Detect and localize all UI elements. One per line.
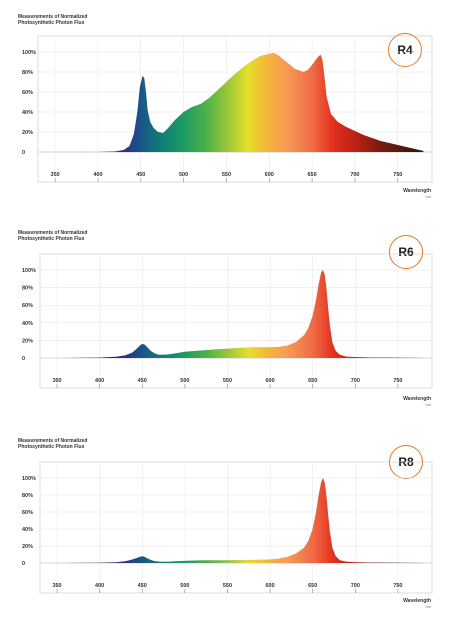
spectrum-chart: 100% 80% 60% 40% 20% 0 350 400 450 500 550 600 650 70… xyxy=(22,253,433,389)
y-axis-label-line-1: Measurements of Normalized xyxy=(18,230,88,236)
x-axis-unit: nm xyxy=(425,604,431,609)
y-tick-label: 0 xyxy=(22,561,25,567)
profile-badge: R4 xyxy=(388,33,422,67)
x-tick-label: 750 xyxy=(393,172,402,178)
x-tick-label: 600 xyxy=(265,583,274,589)
spectrum-area xyxy=(80,53,424,152)
spectrum-area xyxy=(65,270,424,358)
y-axis-label-line-2: Photosynthetic Photon Flux xyxy=(18,236,85,242)
plot-frame xyxy=(37,35,433,183)
x-tick-label: 400 xyxy=(93,172,102,178)
y-tick-label: 0 xyxy=(22,150,25,156)
x-tick-label: 700 xyxy=(350,172,359,178)
x-tick-label: 750 xyxy=(393,583,402,589)
x-tick-label: 450 xyxy=(138,378,147,384)
profile-badge: R6 xyxy=(389,235,423,269)
x-tick-label: 700 xyxy=(351,378,360,384)
chart-panel-r6: Measurements of Normalized Photosyntheti… xyxy=(0,212,455,424)
x-tick-label: 500 xyxy=(179,172,188,178)
x-tick-label: 550 xyxy=(223,583,232,589)
x-axis-label: Wavelength nm xyxy=(403,396,431,408)
x-tick-label: 450 xyxy=(136,172,145,178)
x-tick-label: 350 xyxy=(51,172,60,178)
y-tick-label: 40% xyxy=(22,321,33,327)
x-tick-label: 650 xyxy=(307,172,316,178)
x-tick-label: 500 xyxy=(180,583,189,589)
y-tick-label: 60% xyxy=(22,510,33,516)
plot-frame xyxy=(39,253,433,389)
y-axis-label-line-2: Photosynthetic Photon Flux xyxy=(18,444,85,450)
x-axis-unit: nm xyxy=(425,402,431,407)
x-tick-label: 600 xyxy=(265,378,274,384)
y-tick-label: 100% xyxy=(22,268,36,274)
y-axis-label: Measurements of Normalized Photosyntheti… xyxy=(18,230,138,242)
x-tick-label: 650 xyxy=(308,378,317,384)
x-tick-label: 500 xyxy=(180,378,189,384)
x-tick-label: 400 xyxy=(95,583,104,589)
chart-panel-r4: Measurements of Normalized Photosyntheti… xyxy=(0,0,455,212)
spectrum-chart: 100% 80% 60% 40% 20% 0 350 400 450 500 550 600 650 70… xyxy=(22,461,433,594)
y-tick-label: 20% xyxy=(22,338,33,344)
y-tick-label: 60% xyxy=(22,90,33,96)
spectrum-line xyxy=(65,269,424,359)
spectrum-chart: 100% 80% 60% 40% 20% 0 350 400 450 500 550 600 650 70… xyxy=(22,35,433,183)
x-tick-label: 550 xyxy=(222,172,231,178)
x-tick-label: 450 xyxy=(138,583,147,589)
x-tick-label: 600 xyxy=(265,172,274,178)
x-axis-label: Wavelength nm xyxy=(403,598,431,610)
y-tick-label: 60% xyxy=(22,303,33,309)
y-tick-label: 0 xyxy=(22,356,25,362)
y-tick-label: 100% xyxy=(22,50,36,56)
x-tick-label: 400 xyxy=(95,378,104,384)
y-tick-label: 80% xyxy=(22,493,33,499)
y-tick-label: 40% xyxy=(22,110,33,116)
x-tick-label: 700 xyxy=(351,583,360,589)
y-tick-label: 100% xyxy=(22,476,36,482)
spectrum-area xyxy=(65,478,424,563)
x-axis-unit: nm xyxy=(425,194,431,199)
x-tick-label: 350 xyxy=(52,378,61,384)
y-axis-label-line-1: Measurements of Normalized xyxy=(18,438,88,444)
y-tick-label: 20% xyxy=(22,544,33,550)
chart-panel-r8: Measurements of Normalized Photosyntheti… xyxy=(0,424,455,638)
x-axis-label-text: Wavelength xyxy=(403,188,431,194)
spectrum-line xyxy=(65,477,424,564)
x-tick-label: 350 xyxy=(52,583,61,589)
plot-frame xyxy=(39,461,433,594)
y-axis-label: Measurements of Normalized Photosyntheti… xyxy=(18,438,138,450)
y-tick-label: 20% xyxy=(22,130,33,136)
y-tick-label: 40% xyxy=(22,527,33,533)
y-tick-label: 80% xyxy=(22,70,33,76)
x-tick-label: 650 xyxy=(308,583,317,589)
x-tick-label: 550 xyxy=(223,378,232,384)
x-axis-label: Wavelength nm xyxy=(403,188,431,200)
x-tick-label: 750 xyxy=(393,378,402,384)
y-tick-label: 80% xyxy=(22,286,33,292)
x-axis-label-text: Wavelength xyxy=(403,598,431,604)
y-axis-label-line-1: Measurements of Normalized xyxy=(18,14,88,20)
y-axis-label-line-2: Photosynthetic Photon Flux xyxy=(18,20,85,26)
y-axis-label: Measurements of Normalized Photosyntheti… xyxy=(18,14,138,26)
spectrum-line xyxy=(80,52,424,153)
x-axis-label-text: Wavelength xyxy=(403,396,431,402)
